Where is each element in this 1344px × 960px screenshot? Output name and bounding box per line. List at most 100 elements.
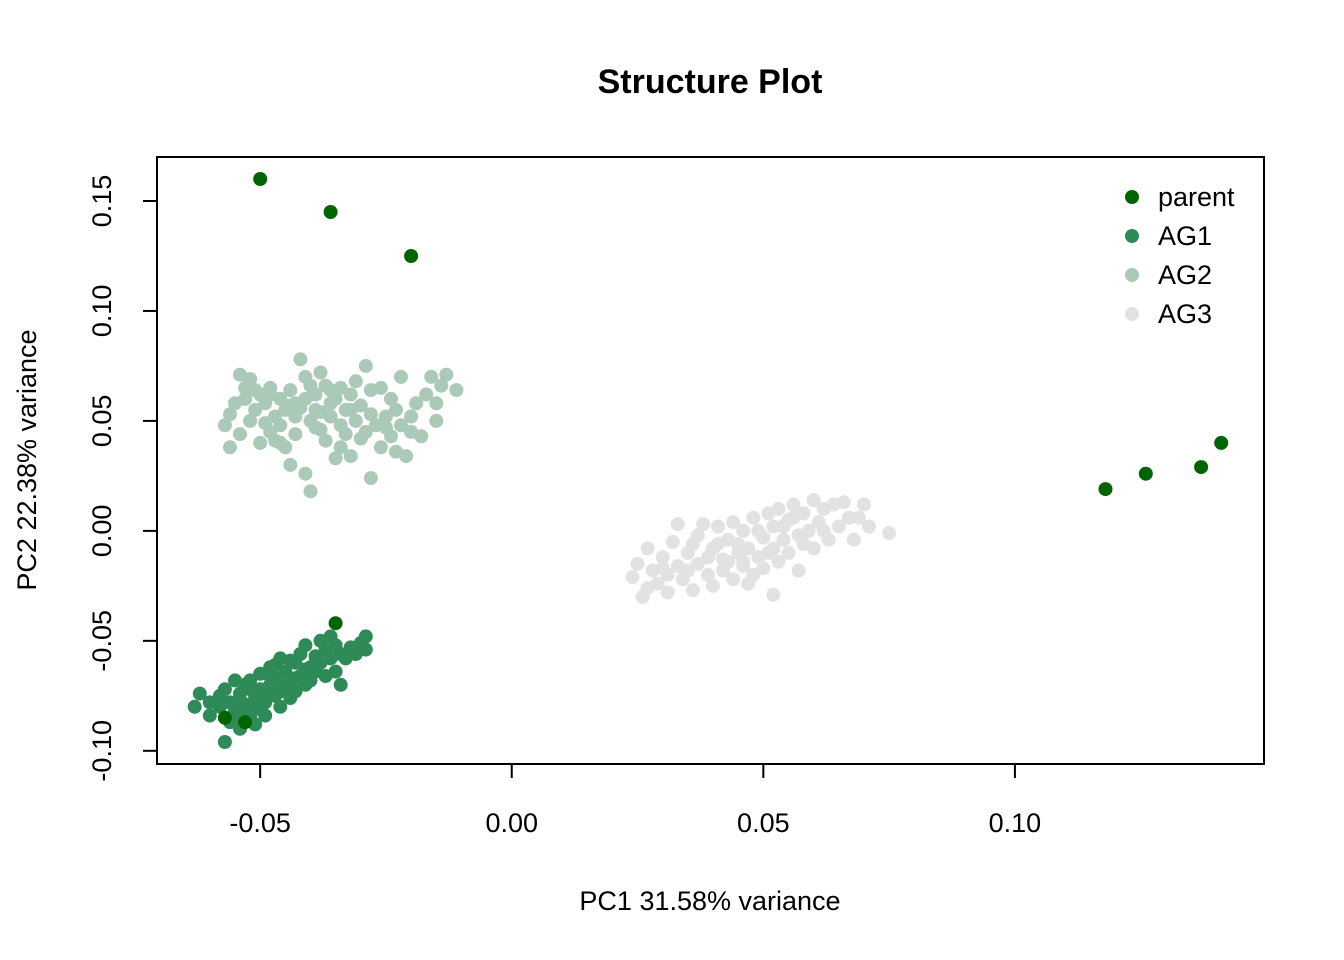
data-point [233,427,247,442]
data-point [394,418,408,433]
data-point [756,561,771,576]
data-point [1138,466,1153,481]
legend-marker [1125,229,1139,243]
data-point [288,427,303,442]
legend-marker [1125,268,1139,282]
y-tick-label: 0.10 [87,285,117,338]
data-point [298,662,313,677]
data-point [389,402,403,417]
data-point [298,466,313,481]
data-point [288,684,303,699]
data-point [801,523,816,538]
legend-label: AG2 [1158,260,1212,290]
y-axis-label: PC2 22.38% variance [12,329,42,590]
data-point [217,710,232,725]
legend-label: AG3 [1158,299,1212,329]
data-point [776,519,791,534]
x-tick-label: -0.05 [229,808,291,838]
data-point [721,554,736,569]
data-point [429,413,444,428]
data-point [263,387,278,402]
data-point [389,444,403,459]
data-point [726,515,741,530]
x-tick-label: 0.10 [989,808,1042,838]
data-point [212,688,227,703]
data-point [862,519,876,534]
data-point [711,537,725,552]
y-axis: -0.10 -0.05 0.00 0.05 0.10 0.15 [87,175,158,782]
data-point [378,420,393,435]
y-tick-label: -0.05 [87,610,117,672]
data-point [318,433,333,448]
data-point [283,457,298,472]
data-point [258,684,273,699]
data-point [323,383,338,398]
data-point [384,391,398,406]
data-point [217,735,232,749]
data-point [665,534,680,549]
data-point [439,367,454,382]
data-point [685,537,700,552]
data-point [268,658,283,672]
data-point [404,409,419,424]
data-point [404,249,419,263]
x-axis-label: PC1 31.58% variance [579,886,840,916]
data-point [766,519,781,534]
y-tick-label: -0.10 [87,720,117,782]
data-point [303,484,318,499]
data-point [328,616,343,631]
data-point [308,655,323,670]
data-point [238,715,253,730]
data-point [348,374,363,389]
data-point [253,435,268,450]
data-point [283,653,298,668]
data-point [409,396,424,411]
data-point [449,383,464,398]
data-point [786,497,801,512]
data-point [751,523,766,538]
series-ag3 [625,493,897,604]
data-point [796,537,811,552]
data-point [670,517,685,532]
data-point [358,358,373,373]
x-tick-label: 0.05 [737,808,790,838]
data-point [816,523,831,538]
data-point [696,517,710,532]
data-point [233,693,247,708]
data-point [363,383,378,398]
data-point [680,563,695,578]
data-point [660,585,675,600]
data-point [701,567,715,582]
data-point [736,523,751,538]
data-point [253,172,268,186]
data-point [258,708,273,723]
data-point [243,682,258,697]
data-point [243,413,258,428]
data-point [343,387,358,402]
data-point [726,572,741,587]
data-point [333,677,348,692]
data-point [771,501,786,516]
data-point [223,407,237,422]
data-point [419,387,434,402]
data-point [283,383,298,398]
data-point [781,545,796,560]
data-point [1194,460,1209,475]
data-point [741,576,756,591]
data-point [373,440,388,455]
points-layer [187,172,1229,749]
data-point [706,578,720,593]
legend-marker [1125,190,1139,204]
data-point [343,449,358,464]
legend-item-parent: parent [1125,182,1235,212]
data-point [187,699,202,714]
data-point [424,369,439,384]
series-ag1 [187,629,373,749]
data-point [253,697,268,712]
legend-item-ag1: AG1 [1125,221,1212,251]
data-point [217,418,232,433]
data-point [238,391,253,406]
data-point [882,526,897,541]
data-point [630,556,645,571]
chart-title: Structure Plot [598,63,823,101]
